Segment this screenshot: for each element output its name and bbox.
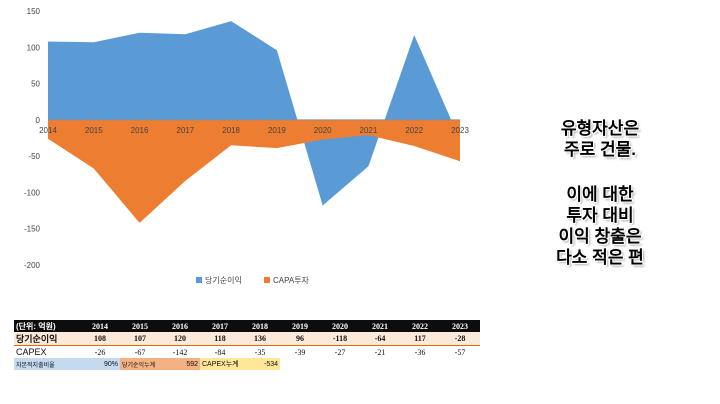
year-header: 2019 xyxy=(280,320,320,332)
table-cell xyxy=(400,358,440,370)
x-tick-label: 2018 xyxy=(222,126,240,135)
table-cell: -67 xyxy=(120,345,160,358)
x-tick-label: 2021 xyxy=(360,126,378,135)
table-cell: -142 xyxy=(160,345,200,358)
table-cell: 117 xyxy=(400,332,440,346)
note-line-4: 투자 대비 xyxy=(566,206,634,225)
y-tick-label: 50 xyxy=(31,80,40,89)
year-header: 2017 xyxy=(200,320,240,332)
note-line-3: 이에 대한 xyxy=(566,185,634,204)
summary-label-net-income-total: 당기순익누계 xyxy=(120,358,160,370)
table-cell: 108 xyxy=(80,332,120,346)
series-area-1 xyxy=(48,119,460,223)
table-cell: 107 xyxy=(120,332,160,346)
table-cell: -36 xyxy=(400,345,440,358)
x-tick-label: 2019 xyxy=(268,126,286,135)
area-chart: 150 100 50 0 -50 -100 -150 -200 2014 2015 2016 2017… xyxy=(24,7,469,285)
y-tick-label: -150 xyxy=(24,225,41,234)
summary-value-capex-ratio: 90% xyxy=(80,358,120,370)
table-cell: -21 xyxy=(360,345,400,358)
chart-panel: 150 100 50 0 -50 -100 -150 -200 2014 2015 2016 2017… xyxy=(0,0,478,300)
table-cell: 118 xyxy=(200,332,240,346)
x-tick-label: 2020 xyxy=(314,126,332,135)
table-header-row: (단위: 억원) 2014 2015 2016 2017 2018 2019 2… xyxy=(14,320,480,332)
table-cell xyxy=(440,358,480,370)
table-row-capex: CAPEX -26 -67 -142 -84 -35 -39 -27 -21 -… xyxy=(14,345,480,358)
y-tick-label: 0 xyxy=(36,116,41,125)
table-cell: -27 xyxy=(320,345,360,358)
table-row-summary: 자본적지출비율 90% 당기순익누계 592 CAPEX누계 -534 xyxy=(14,358,480,370)
note-line-2: 주로 건물. xyxy=(563,140,636,159)
note-line-1: 유형자산은 xyxy=(560,119,640,138)
series-area-0 xyxy=(48,21,460,206)
table-cell: -39 xyxy=(280,345,320,358)
x-tick-label: 2015 xyxy=(85,126,103,135)
table-cell: -64 xyxy=(360,332,400,346)
unit-label: (단위: 억원) xyxy=(14,320,80,332)
table-cell xyxy=(360,358,400,370)
summary-label-capex-total: CAPEX누계 xyxy=(200,358,240,370)
legend-label: CAPA투자 xyxy=(273,276,310,285)
summary-value-capex-total: -534 xyxy=(240,358,280,370)
year-header: 2023 xyxy=(440,320,480,332)
legend-label: 당기순이익 xyxy=(205,275,242,285)
year-header: 2018 xyxy=(240,320,280,332)
year-header: 2020 xyxy=(320,320,360,332)
table-cell xyxy=(280,358,320,370)
table-cell: 96 xyxy=(280,332,320,346)
row-label: CAPEX xyxy=(14,345,80,358)
table-cell xyxy=(320,358,360,370)
table-cell: -118 xyxy=(320,332,360,346)
y-tick-label: 150 xyxy=(27,7,41,16)
y-tick-label: 100 xyxy=(27,43,41,52)
row-label: 당기순이익 xyxy=(14,332,80,346)
y-tick-label: -200 xyxy=(24,261,41,270)
table-row-net-income: 당기순이익 108 107 120 118 136 96 -118 -64 11… xyxy=(14,332,480,346)
year-header: 2014 xyxy=(80,320,120,332)
table-cell: 136 xyxy=(240,332,280,346)
note-line-5: 이익 창출은 xyxy=(558,227,642,246)
y-tick-label: -50 xyxy=(28,152,40,161)
x-tick-label: 2014 xyxy=(39,126,57,135)
table-cell: -35 xyxy=(240,345,280,358)
year-header: 2015 xyxy=(120,320,160,332)
data-table: (단위: 억원) 2014 2015 2016 2017 2018 2019 2… xyxy=(14,320,480,370)
x-tick-label: 2016 xyxy=(131,126,149,135)
year-header: 2021 xyxy=(360,320,400,332)
table-cell: -26 xyxy=(80,345,120,358)
x-tick-label: 2022 xyxy=(405,126,423,135)
legend-swatch xyxy=(196,277,202,283)
side-note: 유형자산은 주로 건물. 이에 대한 투자 대비 이익 창출은 다소 적은 편 xyxy=(500,118,700,268)
summary-label-capex-ratio: 자본적지출비율 xyxy=(14,358,80,370)
year-header: 2022 xyxy=(400,320,440,332)
table-cell: -28 xyxy=(440,332,480,346)
table-cell: -84 xyxy=(200,345,240,358)
y-tick-label: -100 xyxy=(24,188,41,197)
x-tick-label: 2023 xyxy=(451,126,469,135)
note-line-6: 다소 적은 편 xyxy=(556,248,644,267)
legend-swatch xyxy=(264,277,270,283)
year-header: 2016 xyxy=(160,320,200,332)
summary-value-net-income-total: 592 xyxy=(160,358,200,370)
x-tick-label: 2017 xyxy=(176,126,194,135)
table-cell: -57 xyxy=(440,345,480,358)
table-cell: 120 xyxy=(160,332,200,346)
